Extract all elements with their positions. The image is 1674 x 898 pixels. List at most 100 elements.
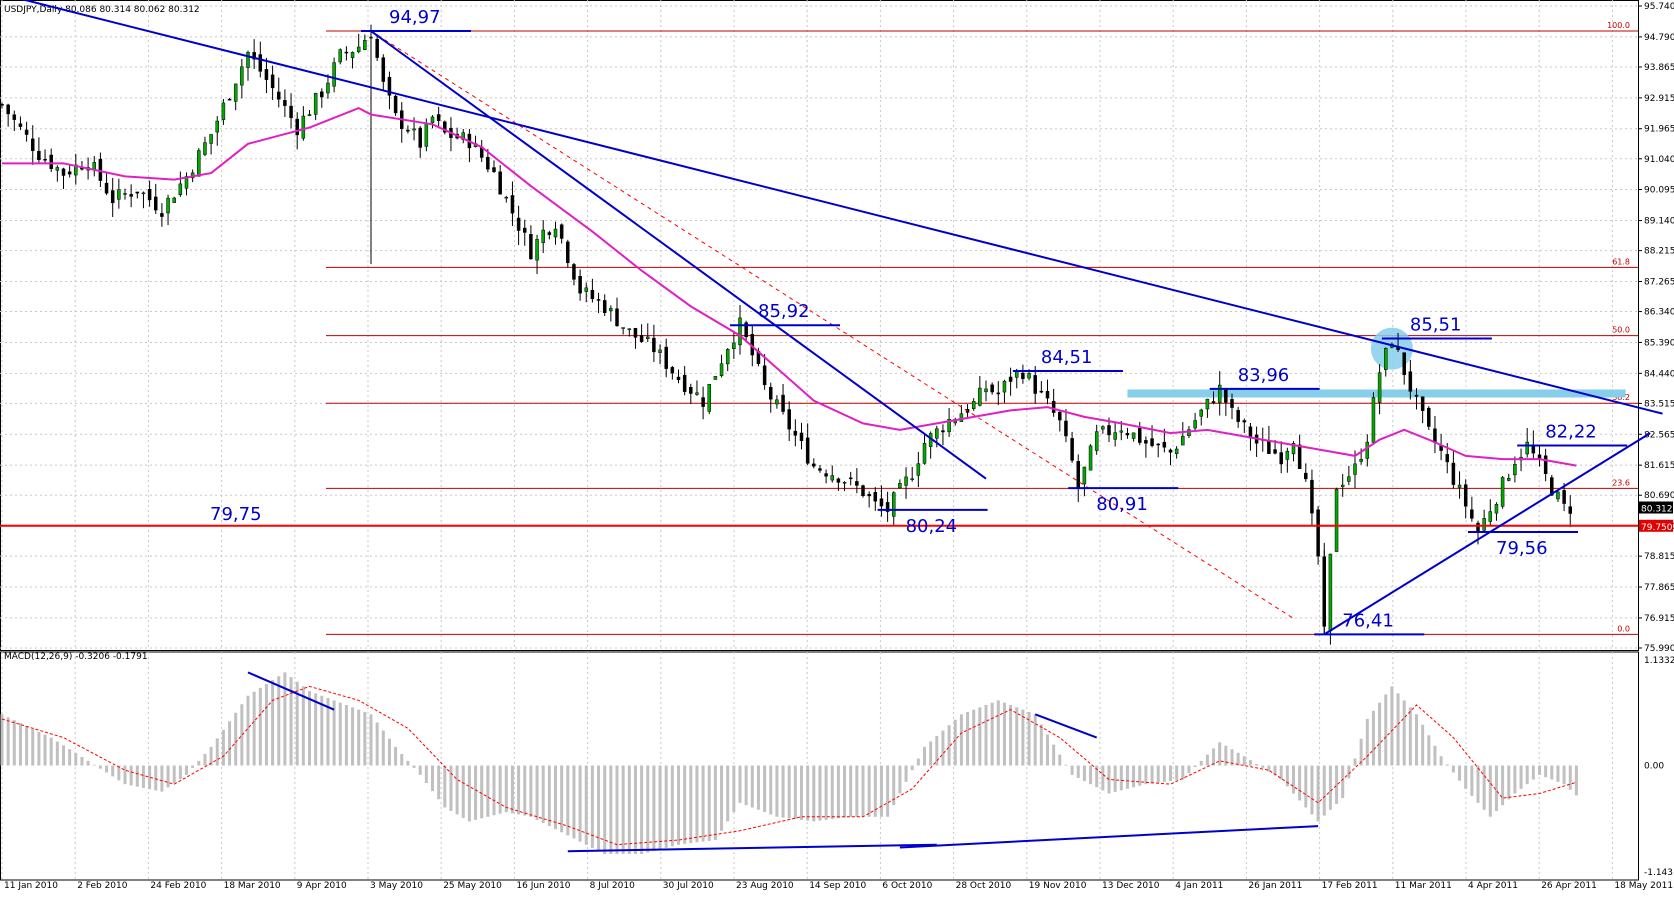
candle-body: [1211, 401, 1216, 403]
candle-body: [547, 232, 552, 235]
candle-body: [535, 238, 539, 261]
candle-body: [18, 123, 23, 127]
macd-tick-label: 0.00: [1644, 762, 1664, 772]
candle-body: [6, 104, 10, 115]
candle-body: [990, 384, 994, 393]
x-tick-label: 26 Jan 2011: [1248, 881, 1302, 891]
x-tick-label: 17 Feb 2011: [1322, 881, 1378, 891]
candle-body: [1470, 509, 1474, 519]
candle-body: [295, 118, 299, 136]
candle-body: [725, 349, 730, 365]
candle-body: [658, 349, 662, 353]
y-tick-label: 91.040: [1644, 155, 1674, 165]
macd-tick-label: 1.1332: [1644, 656, 1674, 666]
macd-trendline: [899, 825, 1319, 849]
moving-average-line: [2, 106, 1577, 467]
candle-body: [682, 374, 687, 392]
candle-body: [1556, 491, 1560, 500]
candle-body: [1138, 428, 1142, 443]
candle-body: [31, 138, 35, 151]
candle-body: [12, 114, 17, 120]
candle-body: [1076, 461, 1080, 489]
x-tick-label: 19 Nov 2010: [1029, 881, 1087, 891]
x-tick-label: 9 Apr 2010: [297, 881, 347, 891]
chart-header: USDJPY,Daily 80.086 80.314 80.062 80.312: [4, 5, 200, 15]
candle-body: [1070, 438, 1074, 461]
candle-body: [596, 299, 601, 301]
y-tick-label: 87.265: [1644, 277, 1674, 287]
candle-body: [461, 132, 465, 140]
candle-body: [283, 100, 287, 106]
candle-body: [713, 376, 718, 380]
candle-body: [793, 430, 798, 436]
candle-body: [652, 337, 656, 353]
candle-body: [873, 492, 878, 502]
y-tick-label: 86.340: [1644, 308, 1674, 318]
x-tick-label: 11 Jan 2010: [4, 881, 58, 891]
candle-body: [769, 386, 773, 400]
candle-body: [689, 387, 693, 394]
candle-body: [572, 264, 576, 280]
candle-body: [1285, 450, 1290, 460]
candle-body: [633, 327, 638, 338]
candle-body: [1119, 430, 1124, 433]
macd-header: MACD(12,26,9) -0.3206 -0.1791: [4, 652, 148, 662]
candle-body: [781, 394, 785, 412]
candle-body: [412, 128, 416, 131]
candle-body: [350, 52, 355, 58]
candle-body: [553, 228, 558, 238]
candle-body: [1168, 449, 1173, 453]
candle-body: [1365, 441, 1370, 459]
x-tick-label: 18 Mar 2010: [224, 881, 281, 891]
candle-body: [732, 342, 736, 349]
candle-body: [49, 154, 53, 169]
x-tick-label: 4 Jan 2011: [1175, 881, 1223, 891]
x-tick-label: 11 Mar 2011: [1395, 881, 1452, 891]
candle-body: [609, 308, 613, 312]
candle-body: [818, 468, 822, 471]
candle-body: [1420, 396, 1425, 411]
annotation-label: 80,24: [906, 516, 958, 537]
candle-body: [1377, 372, 1382, 403]
candle-body: [1015, 371, 1019, 378]
fib-level-label: 38.2: [1612, 393, 1630, 402]
y-tick-label: 80.690: [1644, 491, 1674, 501]
annotation-label: 85,92: [758, 301, 810, 322]
annotation-label: 82,22: [1545, 421, 1597, 442]
candle-body: [824, 473, 828, 477]
candle-body: [61, 168, 66, 176]
candle-body: [436, 114, 441, 121]
x-tick-label: 30 Jul 2010: [663, 881, 714, 891]
candle-body: [529, 234, 533, 260]
candle-body: [1230, 399, 1234, 408]
candle-body: [1402, 352, 1406, 375]
candle-body: [1002, 380, 1007, 393]
candle-body: [135, 191, 140, 194]
y-tick-label: 89.140: [1644, 217, 1674, 227]
candle-body: [627, 328, 632, 330]
candle-body: [762, 365, 767, 386]
candle-body: [363, 39, 367, 50]
candle-body: [55, 167, 60, 171]
candle-body: [812, 463, 816, 467]
y-tick-label: 88.215: [1644, 247, 1674, 257]
macd-trendline: [567, 843, 937, 853]
y-tick-label: 90.095: [1644, 185, 1674, 195]
fib-level-label: 50.0: [1612, 326, 1630, 335]
candle-body: [1187, 429, 1191, 437]
candle-body: [1414, 394, 1419, 397]
candle-body: [1279, 452, 1283, 465]
candle-body: [879, 498, 884, 507]
candle-body: [1562, 490, 1566, 504]
candle-body: [1408, 371, 1413, 392]
y-tick-label: 92.915: [1644, 94, 1674, 104]
y-tick-label: 95.740: [1644, 2, 1674, 12]
y-tick-label: 77.865: [1644, 583, 1674, 593]
candle-body: [590, 289, 595, 300]
candle-body: [24, 129, 29, 135]
candle-body: [0, 103, 4, 106]
candle-body: [1340, 484, 1345, 487]
x-tick-label: 24 Feb 2010: [150, 881, 206, 891]
candle-body: [1371, 397, 1376, 443]
candle-body: [1297, 444, 1302, 469]
